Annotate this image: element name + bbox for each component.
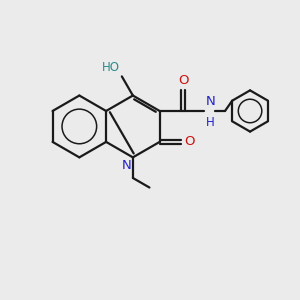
Text: O: O bbox=[184, 135, 194, 148]
Text: H: H bbox=[206, 116, 214, 129]
Text: N: N bbox=[122, 159, 131, 172]
Text: N: N bbox=[206, 95, 216, 108]
Text: O: O bbox=[178, 74, 188, 87]
Text: HO: HO bbox=[102, 61, 120, 74]
